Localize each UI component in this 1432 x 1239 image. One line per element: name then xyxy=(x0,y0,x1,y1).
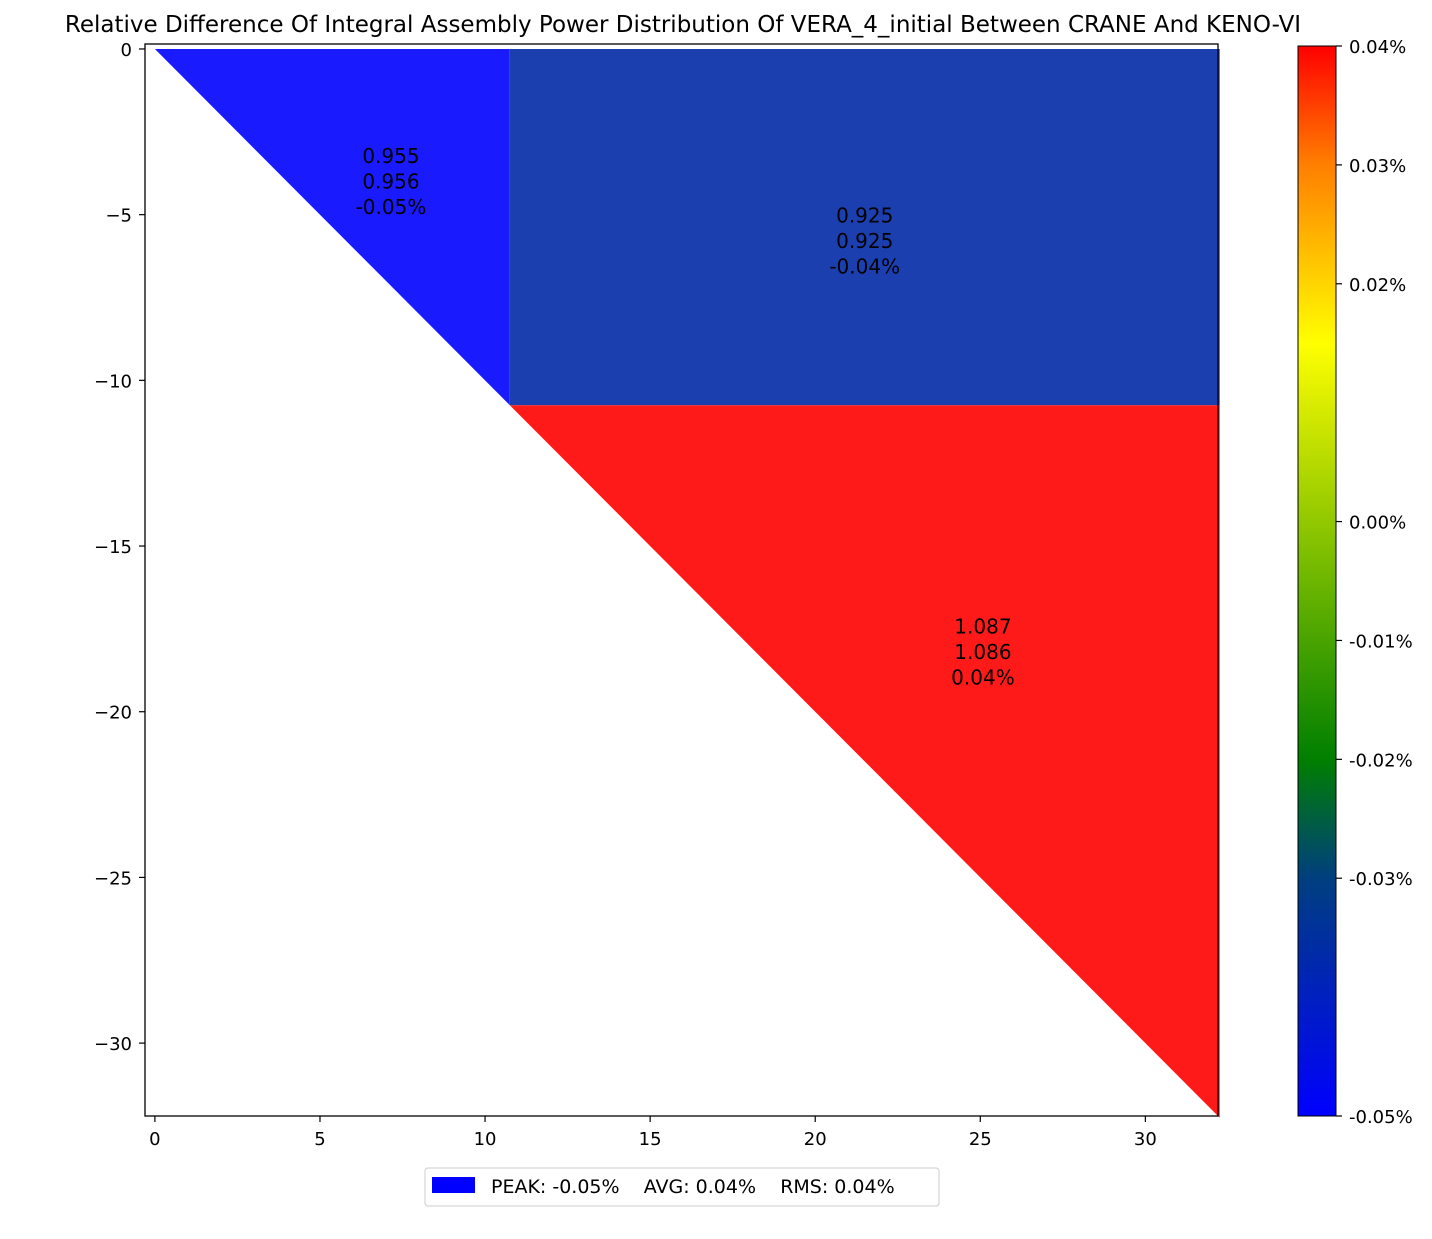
y-tick-label: 0 xyxy=(121,40,132,61)
y-tick-label: −30 xyxy=(94,1034,132,1055)
legend-frame xyxy=(424,1167,940,1207)
assembly-2-label-1: 0.925 xyxy=(836,204,893,228)
assembly-3-label-1: 1.087 xyxy=(954,615,1011,639)
x-tick-label: 20 xyxy=(804,1129,827,1150)
y-tick-label: −10 xyxy=(94,371,132,392)
legend: PEAK: -0.05% AVG: 0.04% RMS: 0.04% xyxy=(424,1167,940,1207)
chart-title: Relative Difference Of Integral Assembly… xyxy=(65,12,1301,38)
x-tick-label: 15 xyxy=(639,1129,662,1150)
x-tick-label: 0 xyxy=(149,1129,160,1150)
colorbar-tick-label: 0.04% xyxy=(1349,37,1406,58)
legend-swatch xyxy=(432,1177,475,1193)
assembly-3-label-3: 0.04% xyxy=(951,666,1015,690)
colorbar-tick-label: -0.03% xyxy=(1349,869,1413,890)
y-tick-label: −25 xyxy=(94,868,132,889)
assembly-2-region xyxy=(509,49,1220,406)
assembly-3-label-2: 1.086 xyxy=(954,640,1011,664)
colorbar-tick-label: -0.02% xyxy=(1349,750,1413,771)
plot-regions xyxy=(154,49,1220,1118)
x-tick-label: 10 xyxy=(474,1129,497,1150)
assembly-2-label-3: -0.04% xyxy=(829,255,900,279)
colorbar-tick-label: -0.01% xyxy=(1349,631,1413,652)
assembly-1-label-2: 0.956 xyxy=(362,170,419,194)
assembly-2-label-2: 0.925 xyxy=(836,229,893,253)
colorbar-tick-label: -0.05% xyxy=(1349,1107,1413,1128)
legend-text: PEAK: -0.05% AVG: 0.04% RMS: 0.04% xyxy=(491,1176,895,1198)
assembly-3-region xyxy=(509,405,1220,1118)
x-axis: 0 5 10 15 20 25 30 xyxy=(149,1116,1157,1150)
x-tick-label: 30 xyxy=(1134,1129,1157,1150)
y-tick-label: −20 xyxy=(94,703,132,724)
plot-frame xyxy=(144,43,1219,1117)
y-tick-label: −5 xyxy=(105,206,132,227)
colorbar xyxy=(1297,45,1337,1117)
colorbar-tick-label: 0.02% xyxy=(1349,275,1406,296)
assembly-1-label-1: 0.955 xyxy=(362,144,419,168)
x-tick-label: 25 xyxy=(969,1129,992,1150)
y-tick-label: −15 xyxy=(94,537,132,558)
y-axis: 0 −5 −10 −15 −20 −25 −30 xyxy=(94,40,145,1055)
colorbar-tick-label: 0.00% xyxy=(1349,513,1406,534)
assembly-1-region xyxy=(154,49,510,406)
assembly-1-label-3: -0.05% xyxy=(356,195,427,219)
colorbar-tick-label: 0.03% xyxy=(1349,156,1406,177)
x-tick-label: 5 xyxy=(314,1129,325,1150)
colorbar-ticks: 0.04% 0.03% 0.02% 0.00% -0.01% -0.02% -0.03% -0… xyxy=(1336,37,1413,1128)
